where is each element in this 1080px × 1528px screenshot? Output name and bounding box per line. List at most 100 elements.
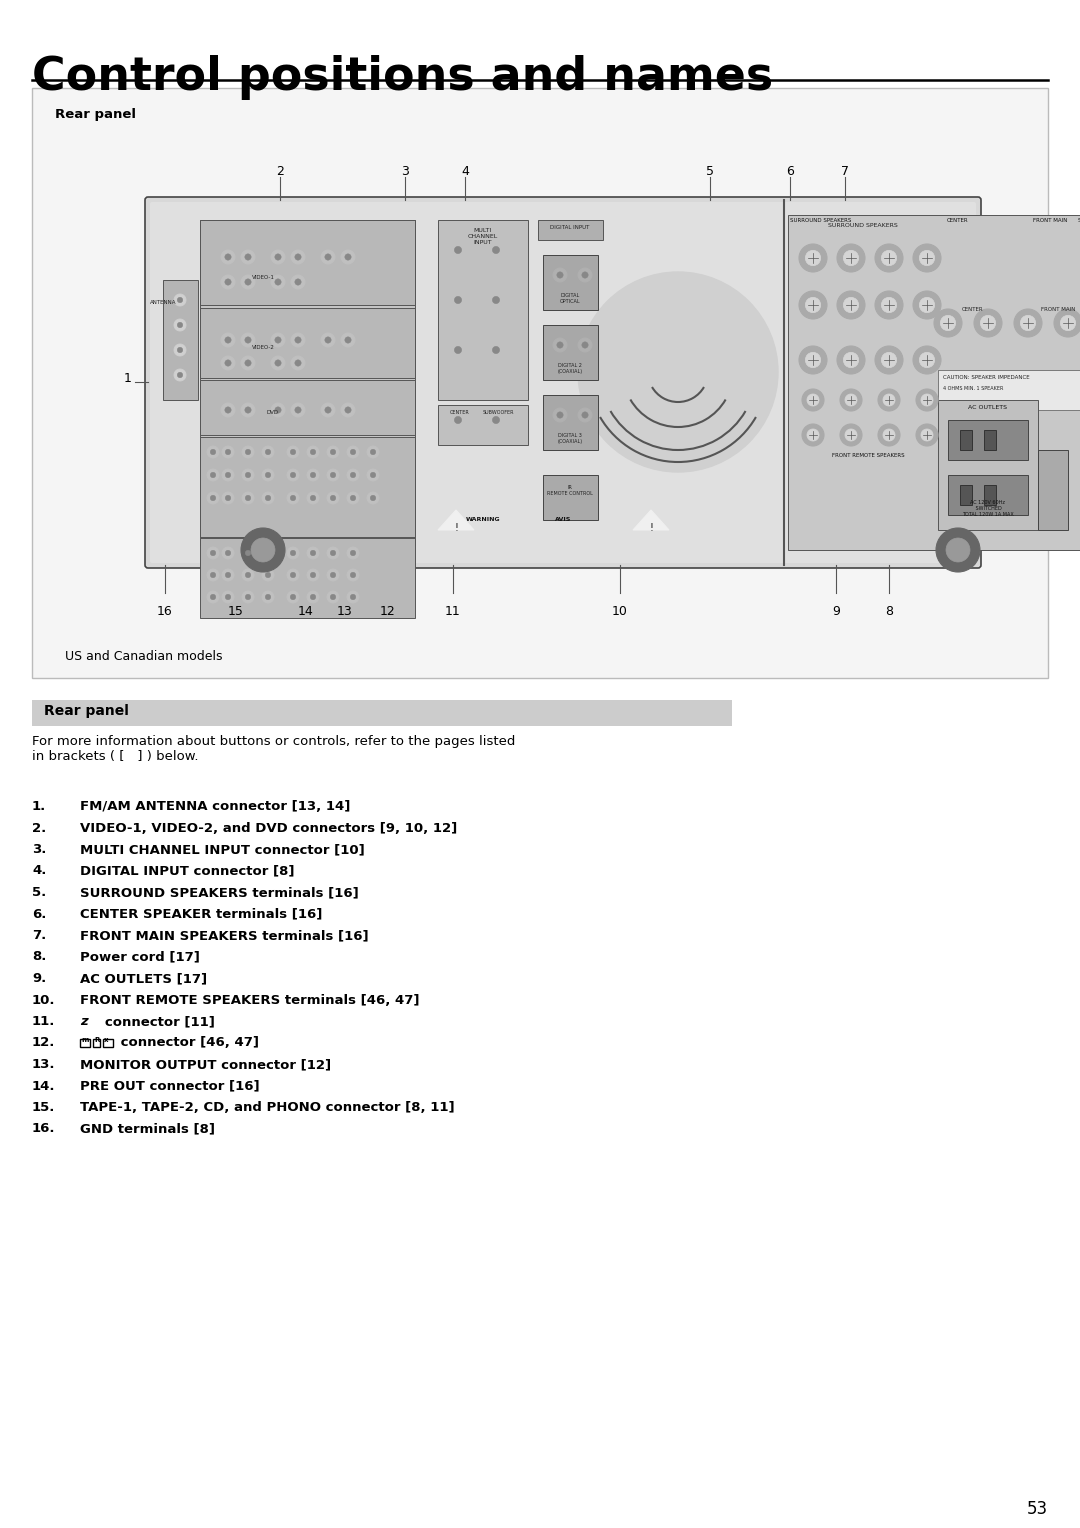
Circle shape xyxy=(325,406,332,413)
Text: SURROUND SPEAKERS: SURROUND SPEAKERS xyxy=(828,223,897,228)
Circle shape xyxy=(974,309,1002,338)
Circle shape xyxy=(225,336,231,344)
Circle shape xyxy=(578,267,592,283)
Circle shape xyxy=(241,356,255,370)
Text: 5.: 5. xyxy=(32,886,46,898)
Circle shape xyxy=(262,591,274,604)
Circle shape xyxy=(347,547,359,559)
Circle shape xyxy=(881,353,896,368)
Text: 53: 53 xyxy=(1027,1500,1048,1517)
Text: R: R xyxy=(94,1038,99,1044)
Text: 16.: 16. xyxy=(32,1123,55,1135)
Circle shape xyxy=(325,254,332,260)
Circle shape xyxy=(845,394,858,406)
Circle shape xyxy=(881,298,896,313)
Circle shape xyxy=(287,469,299,481)
Text: 15: 15 xyxy=(228,605,244,617)
Circle shape xyxy=(330,449,336,455)
Circle shape xyxy=(211,472,216,478)
Circle shape xyxy=(582,342,589,348)
Text: Control positions and names: Control positions and names xyxy=(32,55,773,99)
Circle shape xyxy=(207,492,219,504)
Text: VIDEO-1: VIDEO-1 xyxy=(252,275,274,280)
Circle shape xyxy=(802,423,824,446)
Circle shape xyxy=(327,446,339,458)
Bar xyxy=(960,429,972,451)
Text: Rear panel: Rear panel xyxy=(44,704,129,718)
Circle shape xyxy=(251,538,275,562)
Circle shape xyxy=(330,573,336,578)
Text: SURROUND SPEAKERS terminals [16]: SURROUND SPEAKERS terminals [16] xyxy=(80,886,359,898)
Circle shape xyxy=(837,290,865,319)
Circle shape xyxy=(553,338,567,351)
Circle shape xyxy=(307,591,319,604)
Circle shape xyxy=(291,449,296,455)
Bar xyxy=(939,400,1038,530)
Circle shape xyxy=(221,403,235,417)
Circle shape xyxy=(450,413,465,428)
Text: 4 OHMS MIN. 1 SPEAKER: 4 OHMS MIN. 1 SPEAKER xyxy=(943,387,1003,391)
Circle shape xyxy=(207,469,219,481)
Circle shape xyxy=(295,254,301,260)
Text: 6: 6 xyxy=(786,165,794,177)
Bar xyxy=(939,370,1080,410)
Bar xyxy=(984,484,996,504)
Circle shape xyxy=(226,594,231,599)
Circle shape xyxy=(807,429,819,442)
Circle shape xyxy=(941,315,956,330)
Circle shape xyxy=(221,356,235,370)
Text: DIGITAL 2
(COAXIAL): DIGITAL 2 (COAXIAL) xyxy=(557,364,582,374)
Text: 1: 1 xyxy=(124,371,132,385)
Circle shape xyxy=(291,550,296,556)
Text: 16: 16 xyxy=(157,605,173,617)
Circle shape xyxy=(916,423,939,446)
Circle shape xyxy=(245,573,251,578)
Bar xyxy=(1038,451,1068,530)
Circle shape xyxy=(921,429,933,442)
Circle shape xyxy=(919,353,934,368)
Circle shape xyxy=(488,413,504,428)
Text: 8: 8 xyxy=(885,605,893,617)
Bar xyxy=(163,280,198,400)
Circle shape xyxy=(450,342,465,358)
Circle shape xyxy=(345,406,351,413)
Bar xyxy=(200,309,415,377)
Circle shape xyxy=(222,568,234,581)
Text: CENTER: CENTER xyxy=(947,219,969,223)
Bar xyxy=(200,538,415,617)
Circle shape xyxy=(262,568,274,581)
Text: CENTER: CENTER xyxy=(962,307,984,312)
Text: z: z xyxy=(80,1015,87,1028)
Circle shape xyxy=(919,298,934,313)
Circle shape xyxy=(226,495,231,501)
Circle shape xyxy=(222,591,234,604)
Circle shape xyxy=(919,251,934,266)
Text: ANTENNA: ANTENNA xyxy=(150,299,176,306)
Text: connector [11]: connector [11] xyxy=(91,1015,215,1028)
Text: FRONT REMOTE SPEAKERS terminals [46, 47]: FRONT REMOTE SPEAKERS terminals [46, 47] xyxy=(80,993,419,1007)
Text: 10: 10 xyxy=(612,605,627,617)
Text: 1.: 1. xyxy=(32,801,46,813)
Text: FRONT MAIN: FRONT MAIN xyxy=(1032,219,1067,223)
Text: SURROUND SPEAKERS: SURROUND SPEAKERS xyxy=(789,219,851,223)
Circle shape xyxy=(262,547,274,559)
Text: 4.: 4. xyxy=(32,865,46,877)
Circle shape xyxy=(245,254,252,260)
Circle shape xyxy=(211,573,216,578)
Text: 3.: 3. xyxy=(32,843,46,856)
Circle shape xyxy=(806,298,821,313)
Circle shape xyxy=(321,251,335,264)
Text: 13: 13 xyxy=(337,605,353,617)
Text: 11: 11 xyxy=(445,605,461,617)
Circle shape xyxy=(266,472,271,478)
Circle shape xyxy=(242,568,254,581)
Circle shape xyxy=(881,251,896,266)
Bar xyxy=(200,380,415,435)
Text: AC OUTLETS: AC OUTLETS xyxy=(969,405,1008,410)
Circle shape xyxy=(878,423,900,446)
Bar xyxy=(80,1039,90,1047)
Circle shape xyxy=(295,406,301,413)
Bar xyxy=(543,255,598,310)
Circle shape xyxy=(207,446,219,458)
Text: 9: 9 xyxy=(832,605,840,617)
